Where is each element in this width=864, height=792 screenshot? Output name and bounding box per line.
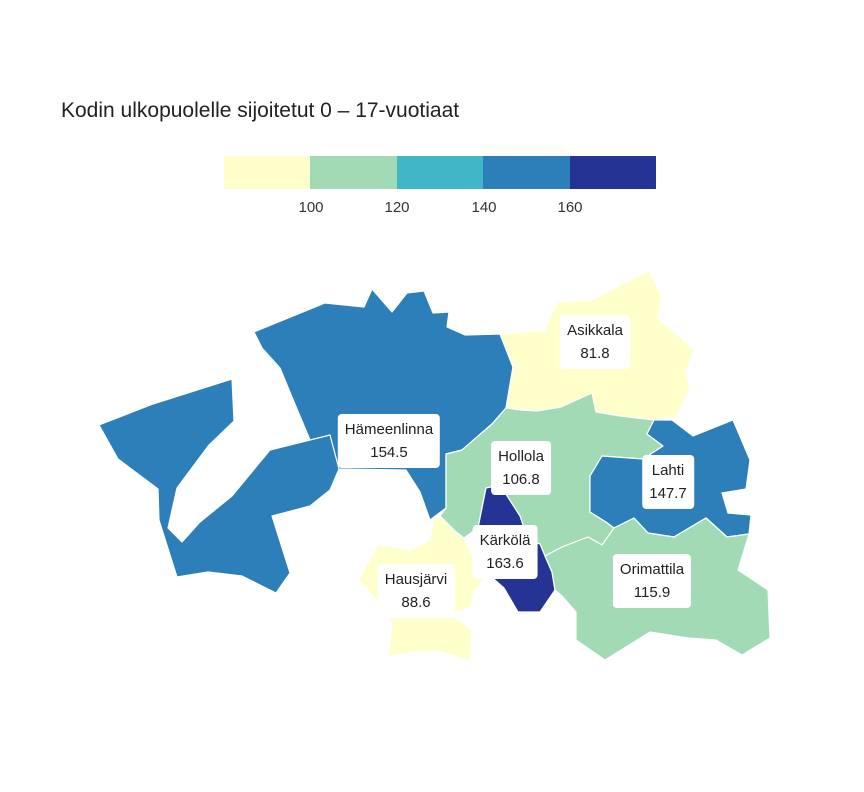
- legend-swatch-1: [224, 156, 311, 189]
- label-hausjarvi: Hausjärvi 88.6: [377, 564, 455, 618]
- legend-swatch-2: [310, 156, 397, 189]
- legend-tick-140: 140: [471, 199, 497, 216]
- label-asikkala-name: Asikkala: [567, 322, 623, 339]
- label-orimattila-name: Orimattila: [619, 561, 685, 578]
- legend-tick-160: 160: [557, 199, 583, 216]
- label-hausjarvi-name: Hausjärvi: [384, 571, 448, 588]
- label-hollola-name: Hollola: [498, 448, 544, 465]
- label-asikkala: Asikkala 81.8: [560, 315, 630, 369]
- label-karkola: Kärkölä 163.6: [472, 525, 538, 579]
- label-karkola-name: Kärkölä: [479, 532, 531, 549]
- map-title: Kodin ulkopuolelle sijoitetut 0 – 17-vuo…: [61, 99, 460, 122]
- label-hameenlinna: Hämeenlinna 154.5: [337, 414, 441, 468]
- label-lahti-value: 147.7: [649, 485, 687, 502]
- label-asikkala-value: 81.8: [580, 345, 610, 362]
- label-hausjarvi-value: 88.6: [401, 594, 431, 611]
- color-legend: [224, 156, 657, 189]
- label-hollola-value: 106.8: [502, 471, 540, 488]
- label-hameenlinna-value: 154.5: [370, 444, 408, 461]
- label-orimattila-value: 115.9: [633, 584, 671, 601]
- legend-tick-120: 120: [384, 199, 410, 216]
- label-karkola-value: 163.6: [486, 555, 524, 572]
- legend-swatch-5: [569, 156, 657, 189]
- legend-swatch-4: [483, 156, 570, 189]
- legend-tick-100: 100: [298, 199, 324, 216]
- label-hameenlinna-name: Hämeenlinna: [344, 421, 434, 438]
- label-hollola: Hollola 106.8: [491, 441, 551, 495]
- legend-swatch-3: [396, 156, 484, 189]
- label-lahti: Lahti 147.7: [642, 455, 694, 509]
- label-lahti-name: Lahti: [651, 462, 685, 479]
- label-orimattila: Orimattila 115.9: [612, 554, 692, 608]
